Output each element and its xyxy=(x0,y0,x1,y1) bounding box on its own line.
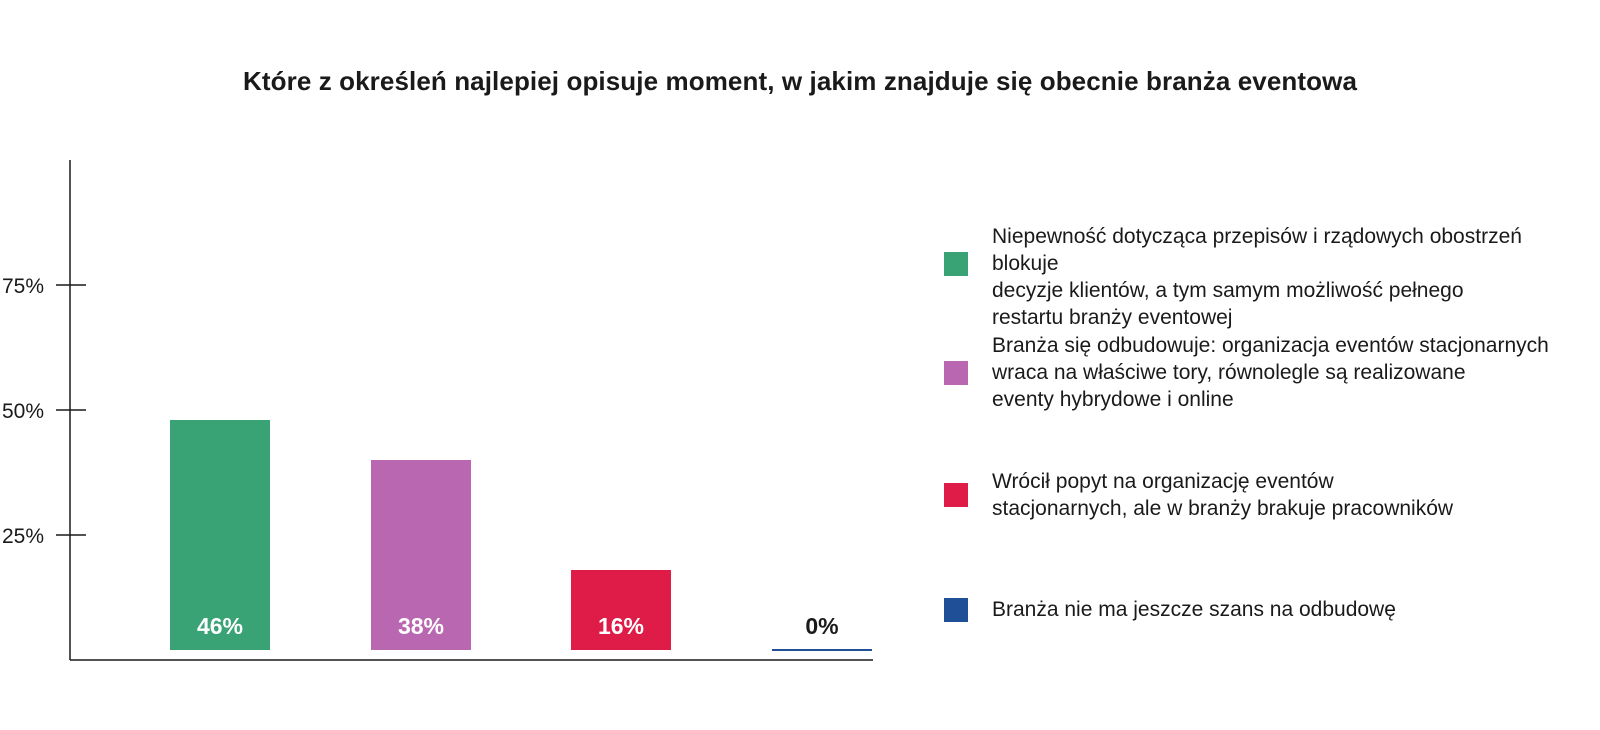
data-label: 38% xyxy=(398,613,444,639)
y-tick-label: 25% xyxy=(2,525,44,548)
legend-label: Branża nie ma jeszcze szans na odbudowę xyxy=(992,598,1396,621)
bar xyxy=(170,420,270,650)
legend-label: Wrócił popyt na organizację eventów stacj… xyxy=(992,470,1454,520)
legend-label: Niepewność dotycząca przepisów i rządowy… xyxy=(992,225,1522,329)
legend-swatch xyxy=(944,360,968,385)
y-tick-label: 75% xyxy=(2,275,44,298)
chart-title: Które z określeń najlepiej opisuje momen… xyxy=(242,66,1358,96)
bar xyxy=(571,570,671,650)
legend-label: Branża się odbudowuje: organizacja event… xyxy=(992,334,1549,411)
legend-swatch xyxy=(944,597,968,622)
data-label: 46% xyxy=(197,613,243,639)
bar-chart: 25% 50% 75% 46% 38% 16% 0% xyxy=(2,160,873,661)
legend-swatch xyxy=(944,251,968,276)
y-tick-label: 50% xyxy=(2,400,44,423)
data-label: 0% xyxy=(805,613,838,639)
bar xyxy=(371,460,471,650)
legend-swatch xyxy=(944,483,968,507)
data-label: 16% xyxy=(598,613,644,639)
